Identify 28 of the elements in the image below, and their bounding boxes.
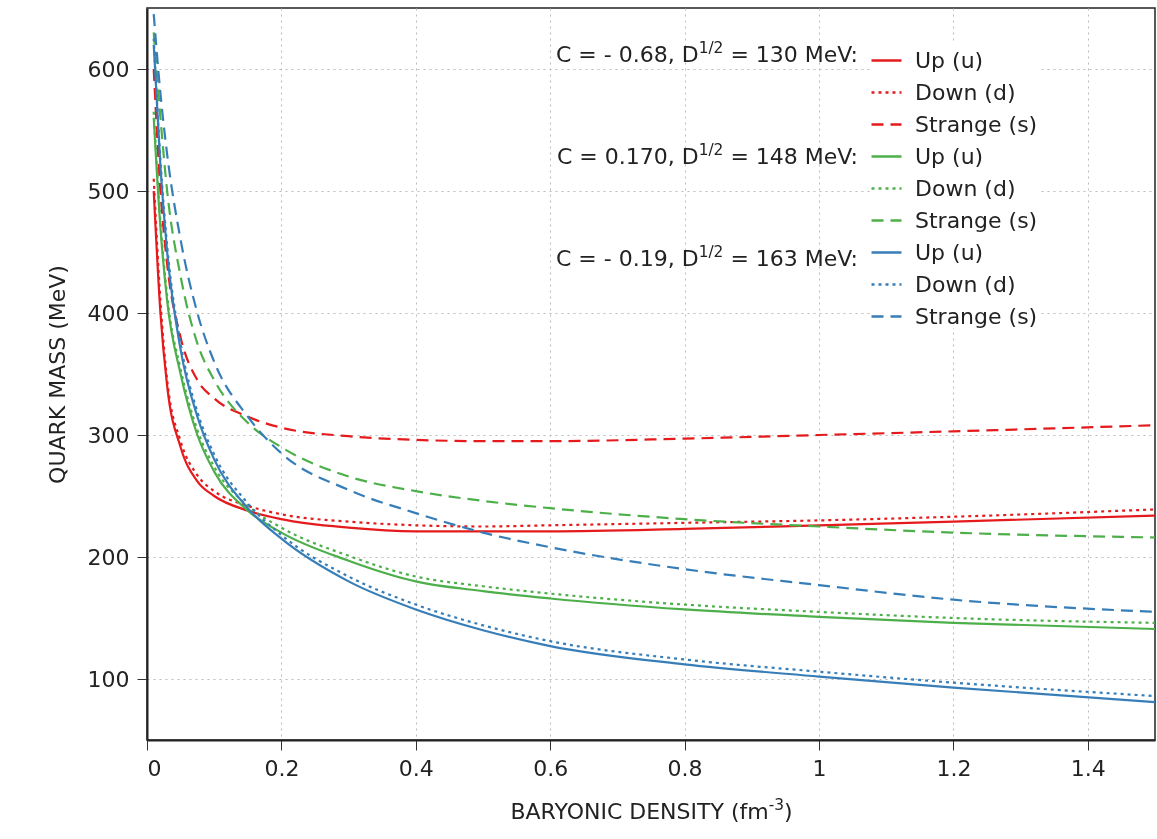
legend-label: Up (u) xyxy=(915,143,984,169)
annotation: C = 0.170, D$^{1/2}$ = 148 MeV: xyxy=(556,141,858,169)
x-tick-label: 1.4 xyxy=(1070,755,1106,781)
legend-label: Up (u) xyxy=(915,47,984,73)
y-axis-title: QUARK MASS (MeV) xyxy=(44,265,70,484)
x-tick-label: 0 xyxy=(147,755,162,781)
legend-label: Down (d) xyxy=(915,79,1016,105)
legend-label: Down (d) xyxy=(915,175,1016,201)
legend-label: Strange (s) xyxy=(915,111,1038,137)
y-tick-label: 100 xyxy=(87,666,130,692)
x-tick-label: 1 xyxy=(812,755,827,781)
y-tick-label: 500 xyxy=(87,178,130,204)
y-tick-label: 600 xyxy=(87,56,130,82)
x-tick-label: 0.8 xyxy=(667,755,703,781)
x-tick-label: 0.2 xyxy=(264,755,300,781)
y-tick-label: 200 xyxy=(87,544,130,570)
x-tick-label: 0.4 xyxy=(398,755,434,781)
legend-label: Down (d) xyxy=(915,271,1016,297)
x-tick-label: 1.2 xyxy=(936,755,972,781)
x-axis-title: BARYONIC DENSITY (fm$^{-3}$) xyxy=(510,795,793,824)
legend-label: Strange (s) xyxy=(915,303,1038,329)
annotation: C = - 0.68, D$^{1/2}$ = 130 MeV: xyxy=(556,39,858,67)
x-tick-label: 0.6 xyxy=(533,755,569,781)
legend-label: Strange (s) xyxy=(915,207,1038,233)
y-tick-label: 400 xyxy=(87,300,130,326)
annotation: C = - 0.19, D$^{1/2}$ = 163 MeV: xyxy=(556,243,858,271)
legend-label: Up (u) xyxy=(915,239,984,265)
y-tick-label: 300 xyxy=(87,422,130,448)
